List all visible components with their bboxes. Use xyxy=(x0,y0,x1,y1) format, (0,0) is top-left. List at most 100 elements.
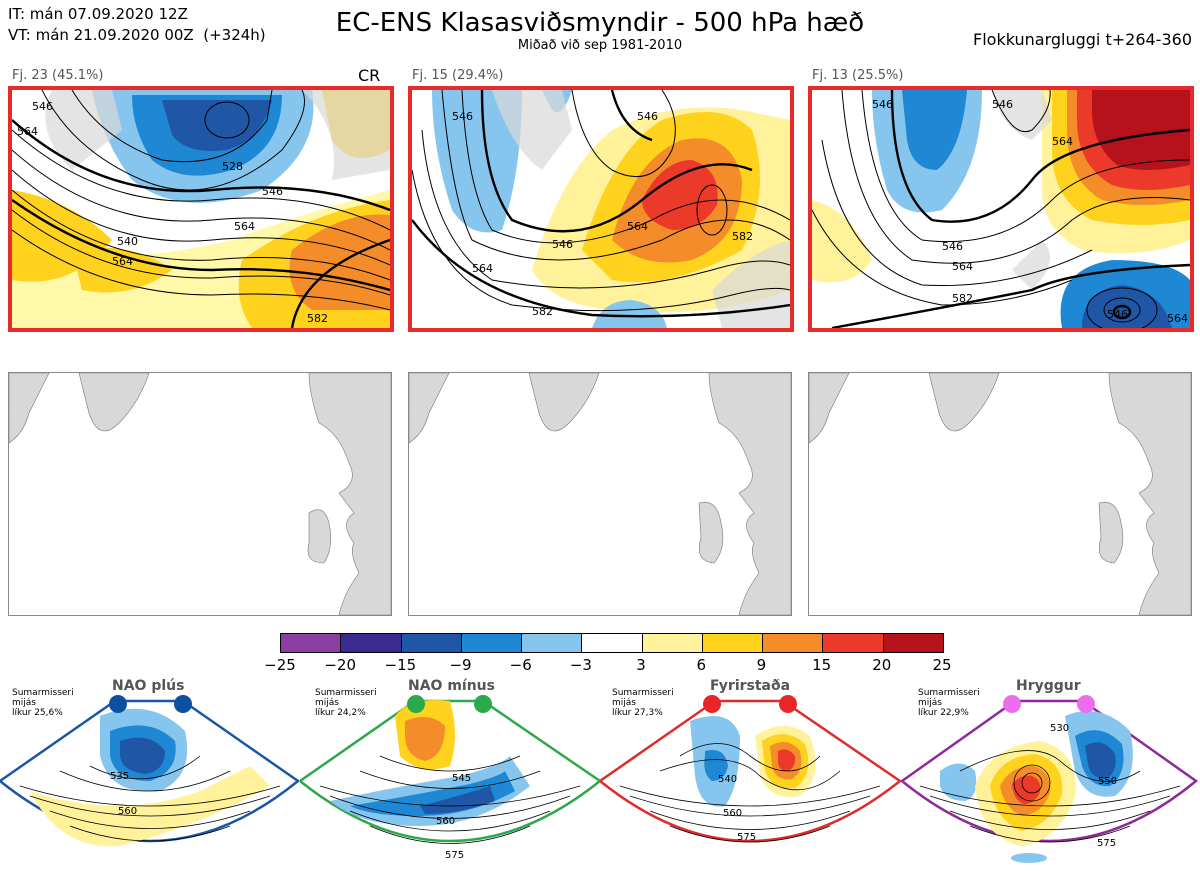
regime-ridge-svg: 530 550 575 xyxy=(900,695,1199,863)
regime-contour-label: 575 xyxy=(445,850,464,861)
contour-label: 582 xyxy=(952,292,973,305)
regime-title: Hryggur xyxy=(1016,678,1081,694)
colorbar-swatch xyxy=(642,634,703,652)
contour-label: 564 xyxy=(1052,135,1073,148)
cluster-3-map[interactable]: 546 546 564 546 564 582 564 546 xyxy=(808,86,1194,332)
colorbar-tick-label: 9 xyxy=(756,656,767,674)
cluster-1-svg: 546 528 546 564 540 564 582 564 xyxy=(12,90,390,328)
regime-contour-label: 545 xyxy=(452,773,471,784)
colorbar-tick-label: 6 xyxy=(696,656,707,674)
regime-season: Sumarmisseri xyxy=(918,688,980,698)
colorbar-swatch xyxy=(823,634,884,652)
regime-info: Sumarmisseri mijás líkur 24,2% xyxy=(315,688,377,718)
regime-nao-minus-svg: 545 560 575 xyxy=(300,695,602,861)
regime-contour-label: 550 xyxy=(1098,776,1117,787)
regime-season: Sumarmisseri xyxy=(315,688,377,698)
contour-label: 546 xyxy=(637,110,658,123)
colorbar-tick-label: 15 xyxy=(812,656,832,674)
colorbar-swatch xyxy=(461,634,523,652)
contour-label: 564 xyxy=(17,125,38,138)
colorbar-tick-label: 3 xyxy=(636,656,646,674)
valid-time: VT: mán 21.09.2020 00Z (+324h) xyxy=(8,26,266,44)
contour-label: 546 xyxy=(262,185,283,198)
regime-season: Sumarmisseri xyxy=(612,688,674,698)
colorbar-tick-label: 25 xyxy=(932,656,952,674)
regime-note: mijás xyxy=(12,698,36,708)
colorbar-tick-label: −6 xyxy=(509,656,532,674)
blank-map-3-svg xyxy=(809,373,1191,615)
cluster-2-map[interactable]: 546 546 546 564 582 564 582 xyxy=(408,86,794,332)
colorbar-tick-label: −25 xyxy=(264,656,296,674)
colorbar-swatch xyxy=(582,634,643,652)
cluster-1-label: Fj. 23 (45.1%) xyxy=(12,68,104,83)
regime-contour-label: 540 xyxy=(718,774,737,785)
colorbar-tick-label: −9 xyxy=(449,656,472,674)
contour-label: 546 xyxy=(992,98,1013,111)
contour-label: 564 xyxy=(1167,312,1188,325)
regime-blocking-svg: 540 560 575 xyxy=(600,695,902,843)
regime-contour-label: 560 xyxy=(436,816,455,827)
regime-contour-label: 575 xyxy=(737,832,756,843)
cluster-window: Flokkunargluggi t+264-360 xyxy=(973,30,1192,49)
contour-label: 564 xyxy=(952,260,973,273)
contour-label: 582 xyxy=(732,230,753,243)
regime-note: mijás xyxy=(315,698,339,708)
regime-ridge[interactable]: Sumarmisseri mijás líkur 22,9% Hryggur 5… xyxy=(900,676,1200,871)
contour-label: 546 xyxy=(552,238,573,251)
blank-map-1-svg xyxy=(9,373,391,615)
regime-contour-label: 535 xyxy=(110,771,129,782)
colorbar-tick-label: −15 xyxy=(384,656,417,674)
cluster-2-label: Fj. 15 (29.4%) xyxy=(412,68,504,83)
contour-label: 546 xyxy=(872,98,893,111)
regime-contour-label: 560 xyxy=(118,806,137,817)
contour-label: 546 xyxy=(32,100,53,113)
run-info: IT: mán 07.09.2020 12Z VT: mán 21.09.2020… xyxy=(8,4,266,46)
regime-note: mijás xyxy=(612,698,636,708)
contour-label: 564 xyxy=(472,262,493,275)
colorbar-swatch xyxy=(401,634,462,652)
regime-info: Sumarmisseri mijás líkur 27,3% xyxy=(612,688,674,718)
colorbar-tick-label: 20 xyxy=(872,656,892,674)
regime-note: mijás xyxy=(918,698,942,708)
cluster-1-map[interactable]: 546 528 546 564 540 564 582 564 xyxy=(8,86,394,332)
blank-map-2-svg xyxy=(409,373,791,615)
regime-probability: líkur 24,2% xyxy=(315,708,366,718)
colorbar xyxy=(280,633,944,653)
regime-nao-plus-svg: 535 560 xyxy=(0,695,300,847)
regime-season: Sumarmisseri xyxy=(12,688,74,698)
regime-blocking[interactable]: Sumarmisseri mijás líkur 27,3% Fyrirstað… xyxy=(600,676,902,871)
regime-nao-minus[interactable]: Sumarmisseri mijás líkur 24,2% NAO mínus… xyxy=(300,676,602,871)
regime-nao-plus[interactable]: Sumarmisseri mijás líkur 25,6% NAO plús … xyxy=(0,676,300,871)
blank-map-2 xyxy=(408,372,792,616)
blank-map-3 xyxy=(808,372,1192,616)
regime-title: NAO mínus xyxy=(408,678,495,694)
colorbar-swatch xyxy=(883,634,943,652)
page-subtitle: Miðað við sep 1981-2010 xyxy=(517,38,683,53)
contour-label: 564 xyxy=(234,220,255,233)
contour-label: 546 xyxy=(942,240,963,253)
colorbar-tick-label: −3 xyxy=(569,656,592,674)
blank-map-1 xyxy=(8,372,392,616)
initial-time: IT: mán 07.09.2020 12Z xyxy=(8,5,188,23)
contour-label: 582 xyxy=(532,305,553,318)
regime-probability: líkur 25,6% xyxy=(12,708,63,718)
regime-contour-label: 530 xyxy=(1050,723,1069,734)
colorbar-swatch xyxy=(522,634,583,652)
regime-info: Sumarmisseri mijás líkur 22,9% xyxy=(918,688,980,718)
cluster-2-svg: 546 546 546 564 582 564 582 xyxy=(412,90,790,328)
cluster-3-svg: 546 546 564 546 564 582 564 546 xyxy=(812,90,1190,328)
regime-title: Fyrirstaða xyxy=(710,678,791,694)
regime-contour-label: 575 xyxy=(1097,838,1116,849)
contour-label: 564 xyxy=(627,220,648,233)
contour-label: 546 xyxy=(452,110,473,123)
colorbar-swatch xyxy=(341,634,402,652)
contour-label: 582 xyxy=(307,312,328,325)
contour-label: 546 xyxy=(1107,308,1128,321)
cluster-1-tag: CR xyxy=(358,66,381,85)
colorbar-swatch xyxy=(763,634,824,652)
colorbar-swatch xyxy=(281,634,342,652)
regime-contour-label: 560 xyxy=(723,808,742,819)
cluster-3-label: Fj. 13 (25.5%) xyxy=(812,68,904,83)
regime-probability: líkur 27,3% xyxy=(612,708,663,718)
page-title: EC-ENS Klasasviðsmyndir - 500 hPa hæð xyxy=(335,8,865,38)
